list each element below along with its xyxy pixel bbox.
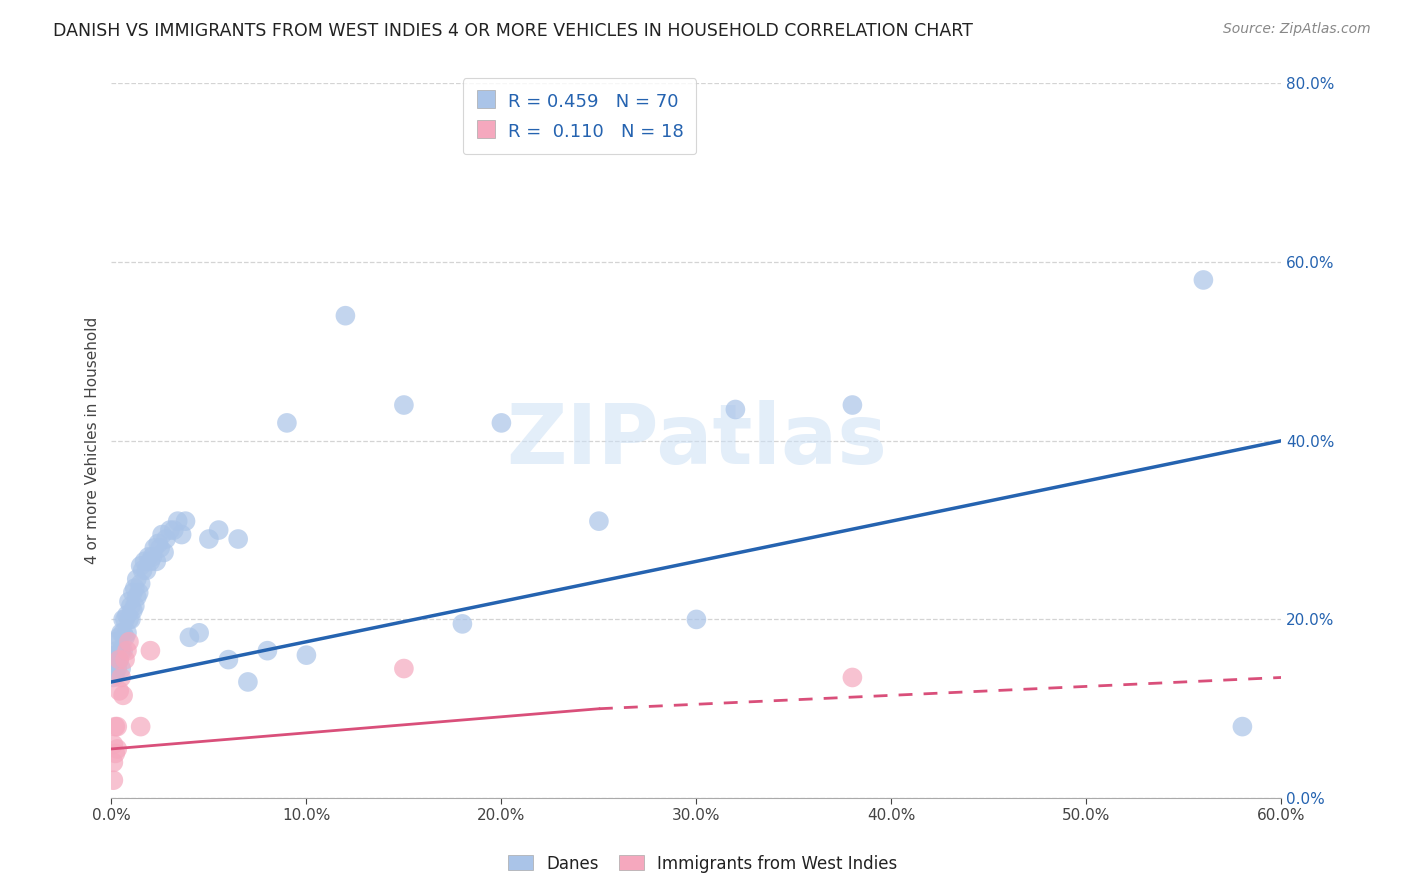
Point <box>112 689 135 703</box>
Point <box>226 532 249 546</box>
Point <box>121 585 143 599</box>
Point <box>392 661 415 675</box>
Point <box>120 599 142 613</box>
Point <box>841 398 863 412</box>
Point <box>124 599 146 613</box>
Point <box>110 670 132 684</box>
Point <box>105 742 128 756</box>
Point <box>295 648 318 662</box>
Point <box>104 648 127 662</box>
Point <box>125 572 148 586</box>
Point <box>114 630 136 644</box>
Point <box>110 643 132 657</box>
Point <box>174 514 197 528</box>
Point <box>685 612 707 626</box>
Point <box>392 398 415 412</box>
Point <box>138 549 160 564</box>
Point <box>841 670 863 684</box>
Point <box>103 670 125 684</box>
Point <box>108 684 131 698</box>
Point <box>148 536 170 550</box>
Point <box>112 612 135 626</box>
Point <box>128 585 150 599</box>
Point <box>166 514 188 528</box>
Point <box>143 541 166 555</box>
Point <box>1192 273 1215 287</box>
Point <box>110 625 132 640</box>
Point <box>112 643 135 657</box>
Point <box>198 532 221 546</box>
Point <box>115 625 138 640</box>
Point <box>118 612 141 626</box>
Point <box>114 612 136 626</box>
Point <box>131 563 153 577</box>
Point <box>135 563 157 577</box>
Point <box>1232 720 1254 734</box>
Point <box>588 514 610 528</box>
Point <box>491 416 513 430</box>
Point <box>103 756 125 770</box>
Point <box>155 532 177 546</box>
Point <box>114 652 136 666</box>
Point <box>104 665 127 680</box>
Point <box>104 634 127 648</box>
Point <box>120 612 142 626</box>
Point <box>149 541 172 555</box>
Point <box>104 720 127 734</box>
Point <box>170 527 193 541</box>
Point <box>115 643 138 657</box>
Point <box>112 625 135 640</box>
Point <box>108 652 131 666</box>
Point <box>108 652 131 666</box>
Point <box>110 661 132 675</box>
Point <box>145 554 167 568</box>
Point <box>163 523 186 537</box>
Point <box>217 652 239 666</box>
Point <box>179 630 201 644</box>
Point <box>139 554 162 568</box>
Y-axis label: 4 or more Vehicles in Household: 4 or more Vehicles in Household <box>86 318 100 565</box>
Point <box>129 576 152 591</box>
Text: Source: ZipAtlas.com: Source: ZipAtlas.com <box>1223 22 1371 37</box>
Point <box>129 720 152 734</box>
Point <box>141 549 163 564</box>
Point <box>118 634 141 648</box>
Point <box>125 590 148 604</box>
Text: DANISH VS IMMIGRANTS FROM WEST INDIES 4 OR MORE VEHICLES IN HOUSEHOLD CORRELATIO: DANISH VS IMMIGRANTS FROM WEST INDIES 4 … <box>53 22 973 40</box>
Legend: R = 0.459   N = 70, R =  0.110   N = 18: R = 0.459 N = 70, R = 0.110 N = 18 <box>463 78 696 154</box>
Point <box>188 625 211 640</box>
Point <box>139 643 162 657</box>
Point <box>150 527 173 541</box>
Point <box>103 773 125 788</box>
Point <box>134 554 156 568</box>
Point <box>121 603 143 617</box>
Point <box>105 643 128 657</box>
Point <box>105 661 128 675</box>
Point <box>104 747 127 761</box>
Legend: Danes, Immigrants from West Indies: Danes, Immigrants from West Indies <box>502 848 904 880</box>
Point <box>115 607 138 622</box>
Point <box>236 675 259 690</box>
Point <box>108 630 131 644</box>
Point <box>129 558 152 573</box>
Point <box>153 545 176 559</box>
Point <box>335 309 357 323</box>
Point <box>118 594 141 608</box>
Point <box>724 402 747 417</box>
Text: ZIPatlas: ZIPatlas <box>506 401 887 482</box>
Point <box>451 616 474 631</box>
Point <box>124 581 146 595</box>
Point <box>159 523 181 537</box>
Point <box>105 720 128 734</box>
Point <box>103 738 125 752</box>
Point <box>208 523 231 537</box>
Point <box>276 416 298 430</box>
Point <box>256 643 278 657</box>
Point <box>103 652 125 666</box>
